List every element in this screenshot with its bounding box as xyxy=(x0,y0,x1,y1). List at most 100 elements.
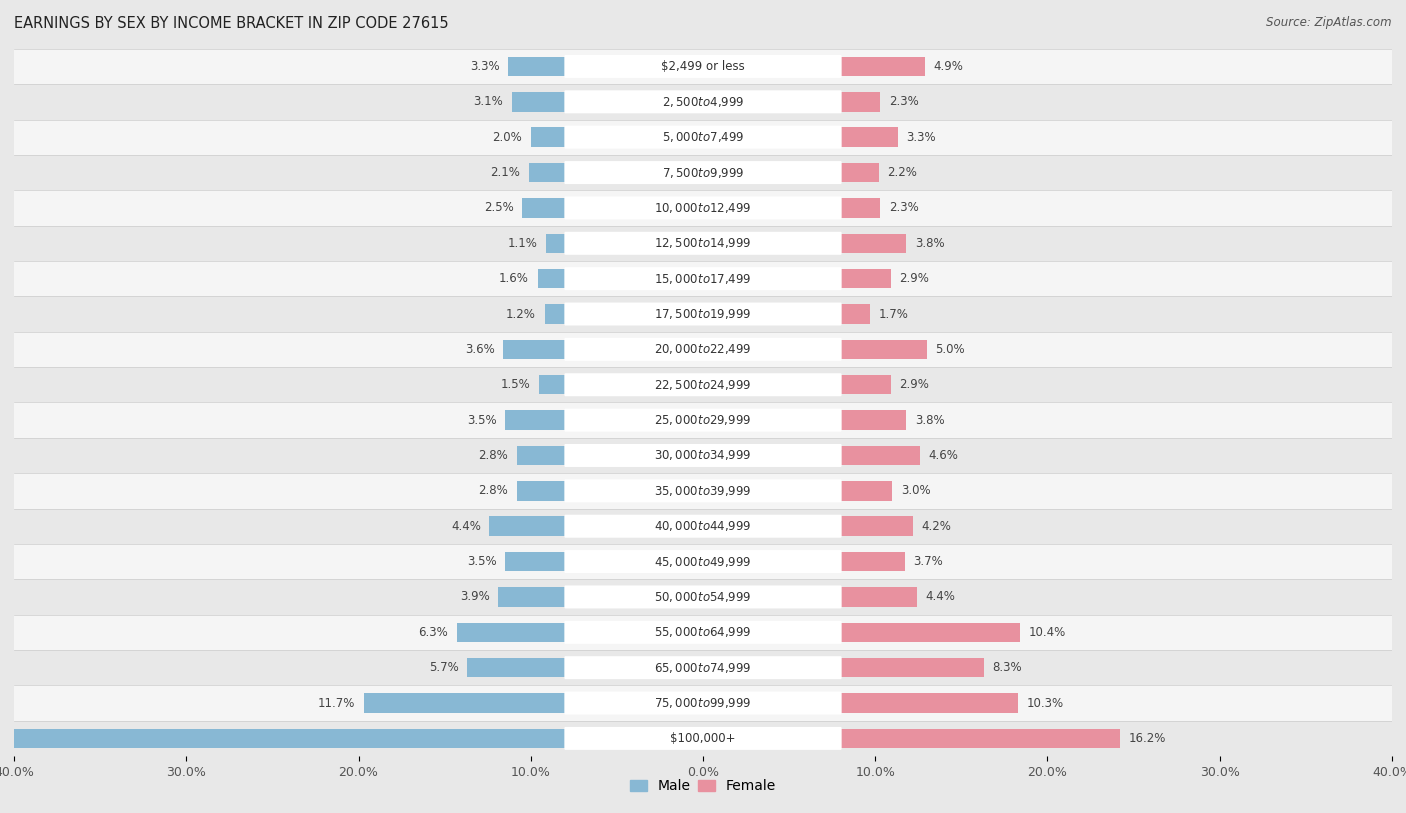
Text: 3.9%: 3.9% xyxy=(460,590,489,603)
Text: 4.4%: 4.4% xyxy=(451,520,481,533)
Text: $65,000 to $74,999: $65,000 to $74,999 xyxy=(654,661,752,675)
FancyBboxPatch shape xyxy=(564,161,842,184)
Bar xyxy=(14,544,1392,579)
Text: $50,000 to $54,999: $50,000 to $54,999 xyxy=(654,590,752,604)
Bar xyxy=(14,225,1392,261)
Bar xyxy=(14,367,1392,402)
Text: $100,000+: $100,000+ xyxy=(671,732,735,745)
FancyBboxPatch shape xyxy=(564,90,842,113)
Bar xyxy=(14,685,1392,720)
Text: $5,000 to $7,499: $5,000 to $7,499 xyxy=(662,130,744,144)
Text: $25,000 to $29,999: $25,000 to $29,999 xyxy=(654,413,752,427)
Text: $12,500 to $14,999: $12,500 to $14,999 xyxy=(654,237,752,250)
Text: 3.5%: 3.5% xyxy=(467,555,496,568)
FancyBboxPatch shape xyxy=(564,409,842,432)
Text: 1.1%: 1.1% xyxy=(508,237,537,250)
Bar xyxy=(841,375,891,394)
FancyBboxPatch shape xyxy=(564,621,842,644)
Text: 2.9%: 2.9% xyxy=(900,272,929,285)
Text: $75,000 to $99,999: $75,000 to $99,999 xyxy=(654,696,752,710)
Bar xyxy=(841,446,920,465)
Text: 1.7%: 1.7% xyxy=(879,307,908,320)
Bar xyxy=(540,375,565,394)
FancyBboxPatch shape xyxy=(564,373,842,396)
Bar xyxy=(529,163,565,182)
Text: $30,000 to $34,999: $30,000 to $34,999 xyxy=(654,449,752,463)
Text: 1.2%: 1.2% xyxy=(506,307,536,320)
Bar xyxy=(467,658,565,677)
Bar xyxy=(457,623,565,642)
FancyBboxPatch shape xyxy=(564,126,842,149)
Text: $40,000 to $44,999: $40,000 to $44,999 xyxy=(654,520,752,533)
Text: 4.9%: 4.9% xyxy=(934,60,963,73)
Bar xyxy=(14,473,1392,509)
Text: 3.3%: 3.3% xyxy=(907,131,936,144)
FancyBboxPatch shape xyxy=(564,585,842,608)
Bar xyxy=(841,340,927,359)
Text: $15,000 to $17,499: $15,000 to $17,499 xyxy=(654,272,752,285)
Text: 3.1%: 3.1% xyxy=(474,95,503,108)
FancyBboxPatch shape xyxy=(564,515,842,537)
Text: $22,500 to $24,999: $22,500 to $24,999 xyxy=(654,378,752,392)
Bar xyxy=(14,296,1392,332)
Text: 2.3%: 2.3% xyxy=(889,202,918,215)
Bar xyxy=(14,579,1392,615)
Bar xyxy=(364,693,565,713)
Bar xyxy=(841,233,907,253)
Text: 2.8%: 2.8% xyxy=(478,485,509,498)
Bar xyxy=(517,481,565,501)
Bar xyxy=(547,233,565,253)
Bar xyxy=(841,304,870,324)
Text: 2.5%: 2.5% xyxy=(484,202,513,215)
Bar xyxy=(841,269,891,289)
Bar xyxy=(841,57,925,76)
Text: $35,000 to $39,999: $35,000 to $39,999 xyxy=(654,484,752,498)
Text: 4.4%: 4.4% xyxy=(925,590,955,603)
Bar xyxy=(841,481,893,501)
Text: $10,000 to $12,499: $10,000 to $12,499 xyxy=(654,201,752,215)
Bar xyxy=(841,693,1018,713)
Bar xyxy=(498,587,565,606)
FancyBboxPatch shape xyxy=(564,727,842,750)
Bar xyxy=(509,57,565,76)
Legend: Male, Female: Male, Female xyxy=(624,773,782,798)
FancyBboxPatch shape xyxy=(564,267,842,290)
Text: 3.3%: 3.3% xyxy=(470,60,499,73)
Bar xyxy=(544,304,565,324)
Bar xyxy=(841,728,1119,748)
Bar xyxy=(841,587,917,606)
Text: 2.9%: 2.9% xyxy=(900,378,929,391)
Bar xyxy=(14,120,1392,155)
Text: 2.3%: 2.3% xyxy=(889,95,918,108)
Text: 3.7%: 3.7% xyxy=(912,555,943,568)
Bar xyxy=(14,402,1392,437)
Bar xyxy=(505,552,565,572)
Text: 3.5%: 3.5% xyxy=(467,414,496,427)
Text: $20,000 to $22,499: $20,000 to $22,499 xyxy=(654,342,752,356)
Bar xyxy=(14,154,1392,190)
Text: $17,500 to $19,999: $17,500 to $19,999 xyxy=(654,307,752,321)
Bar xyxy=(517,446,565,465)
Text: 5.7%: 5.7% xyxy=(429,661,458,674)
Bar xyxy=(14,49,1392,85)
Bar xyxy=(512,92,565,111)
Text: 16.2%: 16.2% xyxy=(1129,732,1166,745)
Bar xyxy=(841,198,880,218)
Text: 1.5%: 1.5% xyxy=(501,378,531,391)
Text: 5.0%: 5.0% xyxy=(935,343,965,356)
Text: 8.3%: 8.3% xyxy=(993,661,1022,674)
Text: 1.6%: 1.6% xyxy=(499,272,529,285)
Bar xyxy=(14,720,1392,756)
Bar xyxy=(14,190,1392,226)
FancyBboxPatch shape xyxy=(564,302,842,325)
Bar xyxy=(14,261,1392,297)
Text: 4.6%: 4.6% xyxy=(928,449,959,462)
Text: Source: ZipAtlas.com: Source: ZipAtlas.com xyxy=(1267,16,1392,29)
Bar xyxy=(522,198,565,218)
Bar xyxy=(537,269,565,289)
Bar xyxy=(531,128,565,147)
FancyBboxPatch shape xyxy=(564,480,842,502)
FancyBboxPatch shape xyxy=(564,338,842,361)
Text: $55,000 to $64,999: $55,000 to $64,999 xyxy=(654,625,752,639)
Bar xyxy=(14,615,1392,650)
